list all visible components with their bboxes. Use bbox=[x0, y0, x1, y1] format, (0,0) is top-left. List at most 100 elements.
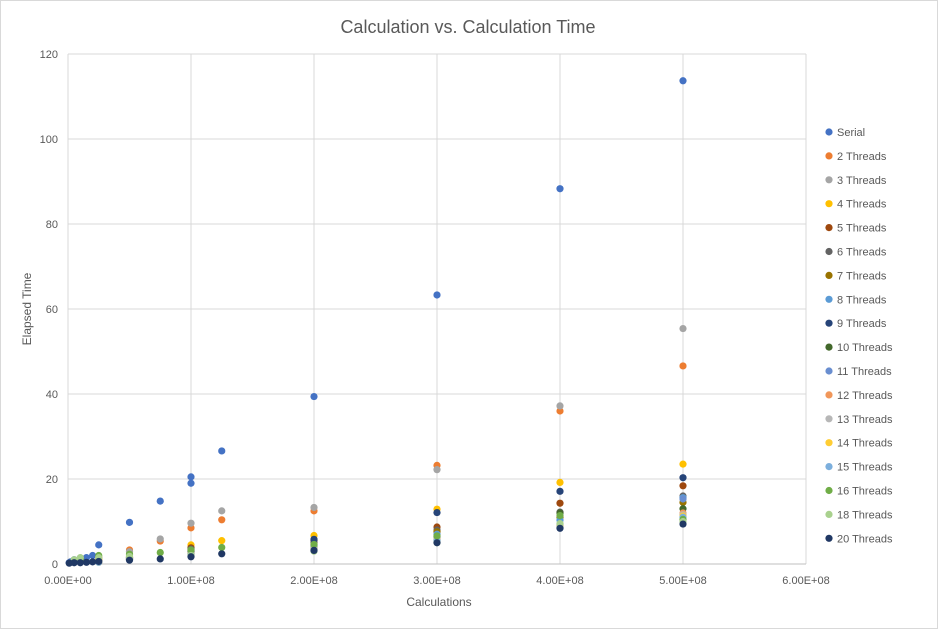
data-point bbox=[556, 402, 564, 410]
data-point bbox=[556, 499, 564, 507]
x-axis-title: Calculations bbox=[406, 595, 471, 609]
data-point bbox=[70, 559, 78, 567]
data-point bbox=[218, 543, 226, 552]
data-point bbox=[679, 520, 687, 528]
y-tick-label: 0 bbox=[52, 559, 58, 571]
legend-label: 14 Threads bbox=[837, 438, 893, 450]
data-point bbox=[95, 557, 103, 566]
legend-marker bbox=[825, 534, 833, 542]
series bbox=[95, 474, 687, 566]
data-point bbox=[156, 555, 164, 563]
legend-label: 7 Threads bbox=[837, 270, 887, 282]
legend-marker bbox=[825, 152, 833, 160]
legend-marker bbox=[825, 224, 833, 232]
legend-label: 4 Threads bbox=[837, 199, 887, 211]
y-tick-label: 20 bbox=[46, 474, 58, 486]
series bbox=[76, 511, 687, 563]
data-point bbox=[556, 407, 564, 415]
series bbox=[76, 362, 687, 565]
legend-label: 15 Threads bbox=[837, 462, 893, 474]
data-point bbox=[679, 460, 687, 468]
data-point bbox=[679, 482, 687, 490]
series bbox=[65, 77, 687, 567]
data-point bbox=[310, 540, 318, 549]
x-tick-label: 0.00E+00 bbox=[44, 575, 91, 587]
legend-label: Serial bbox=[837, 127, 865, 139]
legend-marker bbox=[825, 486, 833, 495]
data-point bbox=[556, 478, 564, 486]
axes bbox=[67, 54, 806, 565]
x-tick-label: 4.00E+08 bbox=[536, 575, 583, 587]
data-point bbox=[95, 541, 103, 549]
data-point bbox=[556, 524, 564, 532]
data-point bbox=[310, 546, 318, 555]
legend-marker bbox=[825, 247, 833, 256]
series bbox=[65, 520, 687, 567]
data-point bbox=[433, 466, 441, 474]
series bbox=[95, 494, 687, 566]
data-point bbox=[187, 519, 195, 527]
legend-marker bbox=[825, 271, 833, 279]
legend-marker bbox=[825, 415, 833, 423]
data-points bbox=[65, 77, 687, 567]
x-tick-label: 3.00E+08 bbox=[413, 575, 460, 587]
y-tick-label: 60 bbox=[46, 304, 58, 316]
data-point bbox=[310, 503, 318, 512]
x-tick-label: 1.00E+08 bbox=[167, 575, 214, 587]
series bbox=[95, 482, 687, 565]
data-point bbox=[679, 77, 687, 85]
data-point bbox=[433, 532, 441, 540]
legend-label: 18 Threads bbox=[837, 509, 893, 521]
legend-label: 11 Threads bbox=[837, 366, 892, 378]
data-point bbox=[76, 554, 84, 562]
data-point bbox=[156, 548, 164, 557]
data-point bbox=[679, 474, 687, 482]
data-point bbox=[679, 324, 687, 333]
data-point bbox=[89, 558, 97, 566]
legend-marker bbox=[825, 128, 833, 136]
legend-marker bbox=[825, 319, 833, 327]
legend-label: 2 Threads bbox=[837, 151, 887, 163]
chart-title: Calculation vs. Calculation Time bbox=[340, 17, 595, 37]
x-tick-label: 2.00E+08 bbox=[290, 575, 337, 587]
legend-label: 6 Threads bbox=[837, 247, 887, 259]
series bbox=[95, 505, 687, 566]
data-point bbox=[76, 559, 84, 567]
legend-marker bbox=[825, 343, 833, 351]
series bbox=[95, 513, 687, 566]
data-point bbox=[310, 392, 318, 401]
data-point bbox=[82, 558, 91, 566]
legend-marker bbox=[825, 295, 833, 303]
data-point bbox=[218, 507, 226, 515]
legend-marker bbox=[825, 439, 833, 447]
data-point bbox=[187, 546, 195, 554]
series bbox=[95, 512, 687, 566]
legend-label: 10 Threads bbox=[837, 342, 893, 354]
x-tick-label: 6.00E+08 bbox=[782, 575, 829, 587]
data-point bbox=[187, 479, 195, 487]
y-axis-title: Elapsed Time bbox=[20, 272, 34, 345]
data-point bbox=[679, 362, 687, 370]
legend-label: 3 Threads bbox=[837, 175, 887, 187]
data-point bbox=[556, 185, 564, 193]
data-point bbox=[310, 535, 318, 543]
legend-label: 8 Threads bbox=[837, 294, 887, 306]
tick-labels: 0.00E+00 1.00E+08 2.00E+08 3.00E+08 4.00E+08… bbox=[40, 49, 830, 587]
data-point bbox=[433, 539, 441, 547]
y-tick-label: 80 bbox=[46, 219, 58, 231]
y-tick-label: 100 bbox=[40, 134, 58, 146]
legend-label: 13 Threads bbox=[837, 414, 893, 426]
data-point bbox=[218, 550, 226, 558]
data-point bbox=[125, 556, 134, 564]
legend-marker bbox=[825, 367, 833, 375]
legend-label: 16 Threads bbox=[837, 486, 893, 498]
data-point bbox=[89, 551, 97, 560]
legend-marker bbox=[825, 176, 833, 184]
data-point bbox=[556, 487, 564, 495]
gridlines bbox=[68, 53, 807, 564]
series bbox=[95, 511, 687, 566]
y-tick-label: 40 bbox=[46, 389, 58, 401]
legend: Serial 2 Threads 3 Threads 4 Threads 5 Threa… bbox=[825, 127, 893, 545]
